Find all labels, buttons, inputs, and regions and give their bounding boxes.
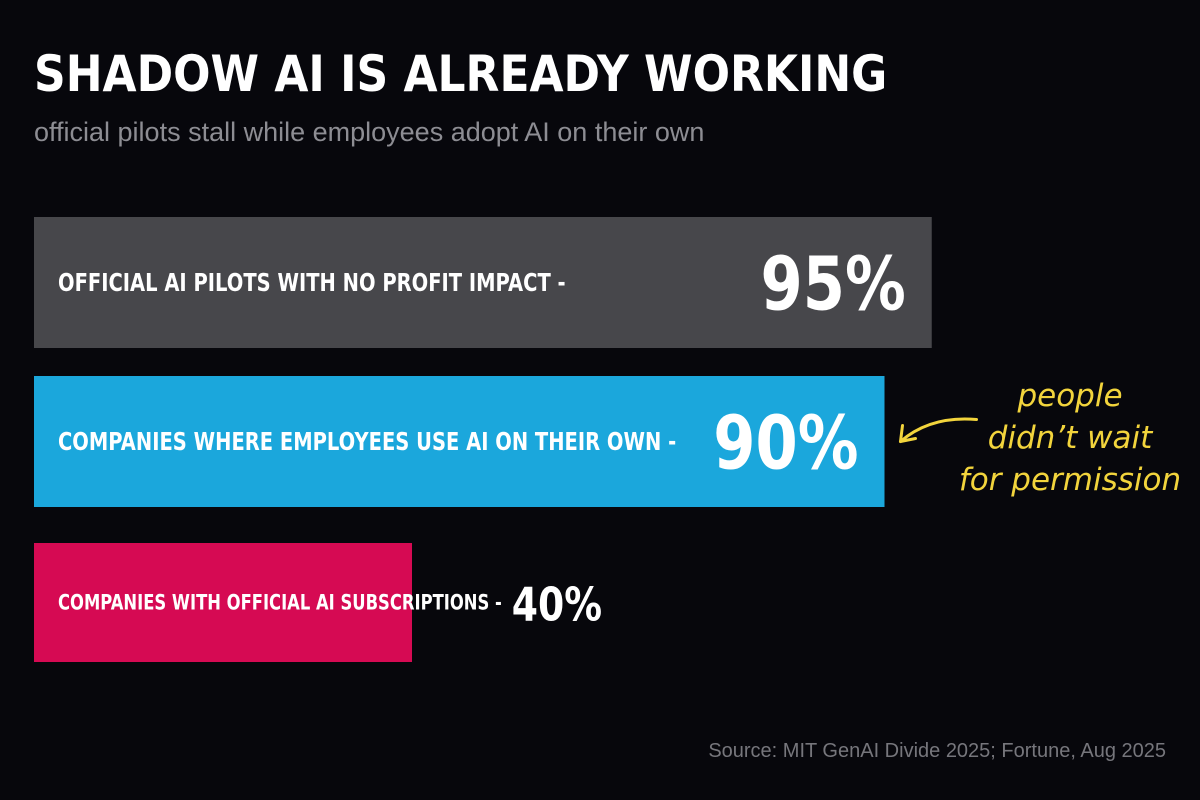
bar-2 <box>34 376 885 507</box>
bar-label-2: COMPANIES WHERE EMPLOYEES USE AI ON THEI… <box>58 427 676 456</box>
annotation-arrowhead <box>899 424 917 443</box>
bar-value-2: 90% <box>713 401 858 487</box>
bar-value-1: 95% <box>761 242 906 328</box>
chart-title: SHADOW AI IS ALREADY WORKING <box>34 45 888 103</box>
bar-label-3: COMPANIES WITH OFFICIAL AI SUBSCRIPTIONS… <box>58 591 502 615</box>
bar-value-3: 40% <box>512 578 602 632</box>
annotation-arrow <box>899 417 978 443</box>
bar-label-1: OFFICIAL AI PILOTS WITH NO PROFIT IMPACT… <box>58 268 566 297</box>
bar-3 <box>34 543 412 662</box>
chart-subtitle: official pilots stall while employees ad… <box>34 117 705 147</box>
source-note: Source: MIT GenAI Divide 2025; Fortune, … <box>708 740 1166 762</box>
annotation-line-3: for permission <box>959 462 1181 498</box>
annotation-line-1: people <box>1016 378 1122 414</box>
bar-1 <box>34 217 932 348</box>
annotation-line-2: didn’t wait <box>988 420 1154 456</box>
